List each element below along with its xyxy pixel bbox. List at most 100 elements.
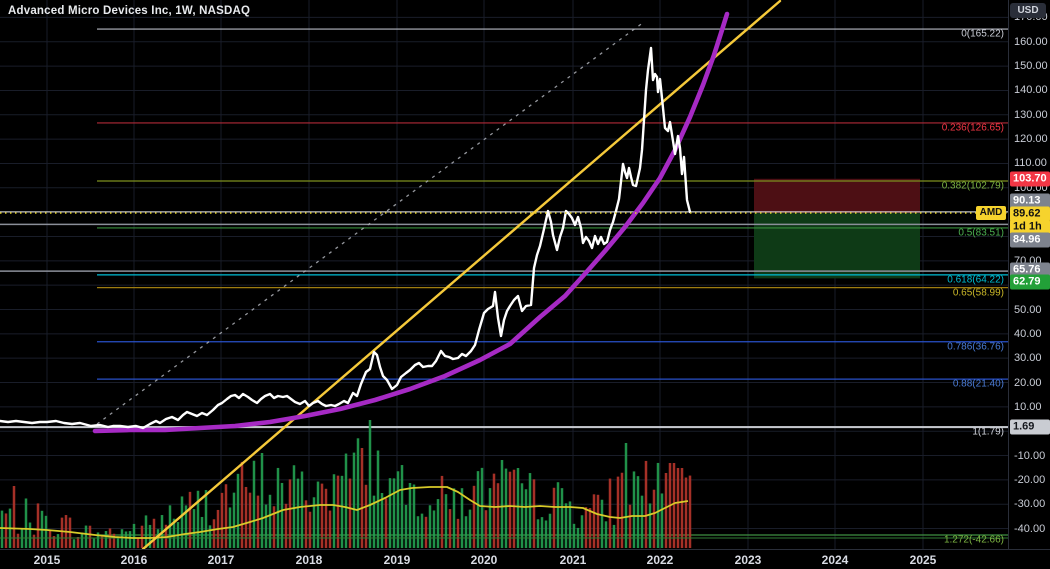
year-label-2022: 2022 [646, 553, 674, 567]
chart-canvas[interactable] [0, 0, 1008, 549]
volume-bar [500, 460, 504, 548]
price-tick-label: -40.00 [1014, 522, 1046, 535]
volume-bar [184, 505, 188, 548]
fib-label-0.236: 0.236(126.65) [941, 122, 1004, 134]
volume-bar [636, 476, 640, 548]
bar-countdown-badge: 1d 1h [1010, 219, 1050, 235]
volume-bar [132, 523, 136, 548]
volume-bar [348, 478, 352, 548]
fib-label-0.618: 0.618(64.22) [947, 274, 1004, 286]
volume-bar [36, 503, 40, 548]
short-position-risk-box[interactable] [754, 178, 920, 214]
volume-bar [436, 499, 440, 548]
volume-bar [400, 465, 404, 548]
volume-bar [560, 488, 564, 548]
volume-bar [328, 510, 332, 548]
volume-bar [120, 529, 124, 548]
volume-bar [484, 510, 488, 548]
volume-bar [324, 488, 328, 548]
fib-label-0: 0(165.22) [961, 28, 1004, 40]
dashed-trendline[interactable] [96, 21, 645, 425]
volume-bar [480, 467, 484, 548]
price-axis[interactable]: 170.00160.00150.00140.00130.00120.00110.… [1008, 0, 1050, 549]
volume-bar [248, 492, 252, 548]
volume-bar [536, 519, 540, 548]
volume-bar [172, 518, 176, 548]
volume-bar [492, 473, 496, 548]
volume-bar [220, 492, 224, 548]
volume-bar [72, 539, 76, 548]
price-tick-label: -10.00 [1014, 449, 1046, 462]
volume-bar [336, 475, 340, 548]
volume-bar [352, 452, 356, 548]
volume-bar [128, 531, 132, 548]
volume-bar [188, 491, 192, 548]
volume-bar [4, 513, 8, 548]
volume-bar [548, 513, 552, 548]
volume-bar [280, 482, 284, 548]
volume-bar [428, 505, 432, 548]
volume-bar [92, 538, 96, 548]
volume-bar [204, 490, 208, 548]
price-tick-label: 20.00 [1014, 376, 1042, 389]
volume-bar [32, 534, 36, 548]
price-tick-label: 30.00 [1014, 352, 1042, 365]
year-label-2016: 2016 [120, 553, 148, 567]
volume-bar [376, 450, 380, 548]
volume-bar [24, 498, 28, 548]
short-position-reward-box[interactable] [754, 213, 920, 279]
volume-bar [556, 482, 560, 548]
volume-bar [472, 485, 476, 548]
volume-bar [300, 471, 304, 548]
price-tick-label: 40.00 [1014, 327, 1042, 340]
volume-bar [332, 474, 336, 548]
stop-price-badge: 103.70 [1010, 171, 1050, 187]
volume-bar [596, 494, 600, 548]
volume-bar [212, 519, 216, 548]
volume-bar [264, 504, 268, 548]
volume-bar [392, 478, 396, 548]
time-axis[interactable]: 2015 2016 2017 2018 2019 2020 2021 2022 2023 2024… [0, 549, 1050, 569]
volume-bar [196, 490, 200, 548]
symbol-price-flag: AMD [976, 206, 1006, 220]
volume-bar [364, 484, 368, 548]
price-tick-label: 10.00 [1014, 400, 1042, 413]
usd-currency-badge[interactable]: USD [1010, 3, 1046, 18]
volume-bar [632, 471, 636, 548]
volume-bar [456, 518, 460, 548]
price-tick-label: 130.00 [1014, 108, 1048, 121]
volume-bar [344, 453, 348, 548]
volume-bar [416, 516, 420, 548]
volume-bar [0, 510, 4, 548]
volume-bar [592, 494, 596, 548]
volume-bar [424, 516, 428, 548]
fib-label-0.5: 0.5(83.51) [958, 227, 1004, 239]
volume-bar [340, 475, 344, 548]
volume-bar [80, 532, 84, 548]
volume-bar [412, 484, 416, 548]
volume-bar [532, 479, 536, 548]
price-tick-label: 50.00 [1014, 303, 1042, 316]
volume-bar [360, 448, 364, 548]
volume-bar [568, 501, 572, 548]
volume-bar [308, 511, 312, 548]
volume-bar [236, 473, 240, 548]
volume-bar [260, 453, 264, 548]
symbol-legend-title[interactable]: Advanced Micro Devices Inc, 1W, NASDAQ [8, 5, 251, 17]
fib-label-0.786: 0.786(36.76) [947, 341, 1004, 353]
price-line [0, 46, 692, 430]
volume-bar [628, 504, 632, 548]
yellow-trendline[interactable] [141, 0, 782, 549]
volume-bar [448, 509, 452, 548]
volume-bar [384, 498, 388, 548]
price-tick-label: 150.00 [1014, 60, 1048, 73]
volume-bar [84, 525, 88, 548]
year-label-2017: 2017 [207, 553, 235, 567]
volume-bar [292, 465, 296, 548]
volume-bar [244, 486, 248, 548]
price-tick-label: 140.00 [1014, 84, 1048, 97]
fib-label-0.382: 0.382(102.79) [941, 180, 1004, 192]
parabolic-curve[interactable] [92, 11, 730, 434]
volume-bar [28, 522, 32, 548]
